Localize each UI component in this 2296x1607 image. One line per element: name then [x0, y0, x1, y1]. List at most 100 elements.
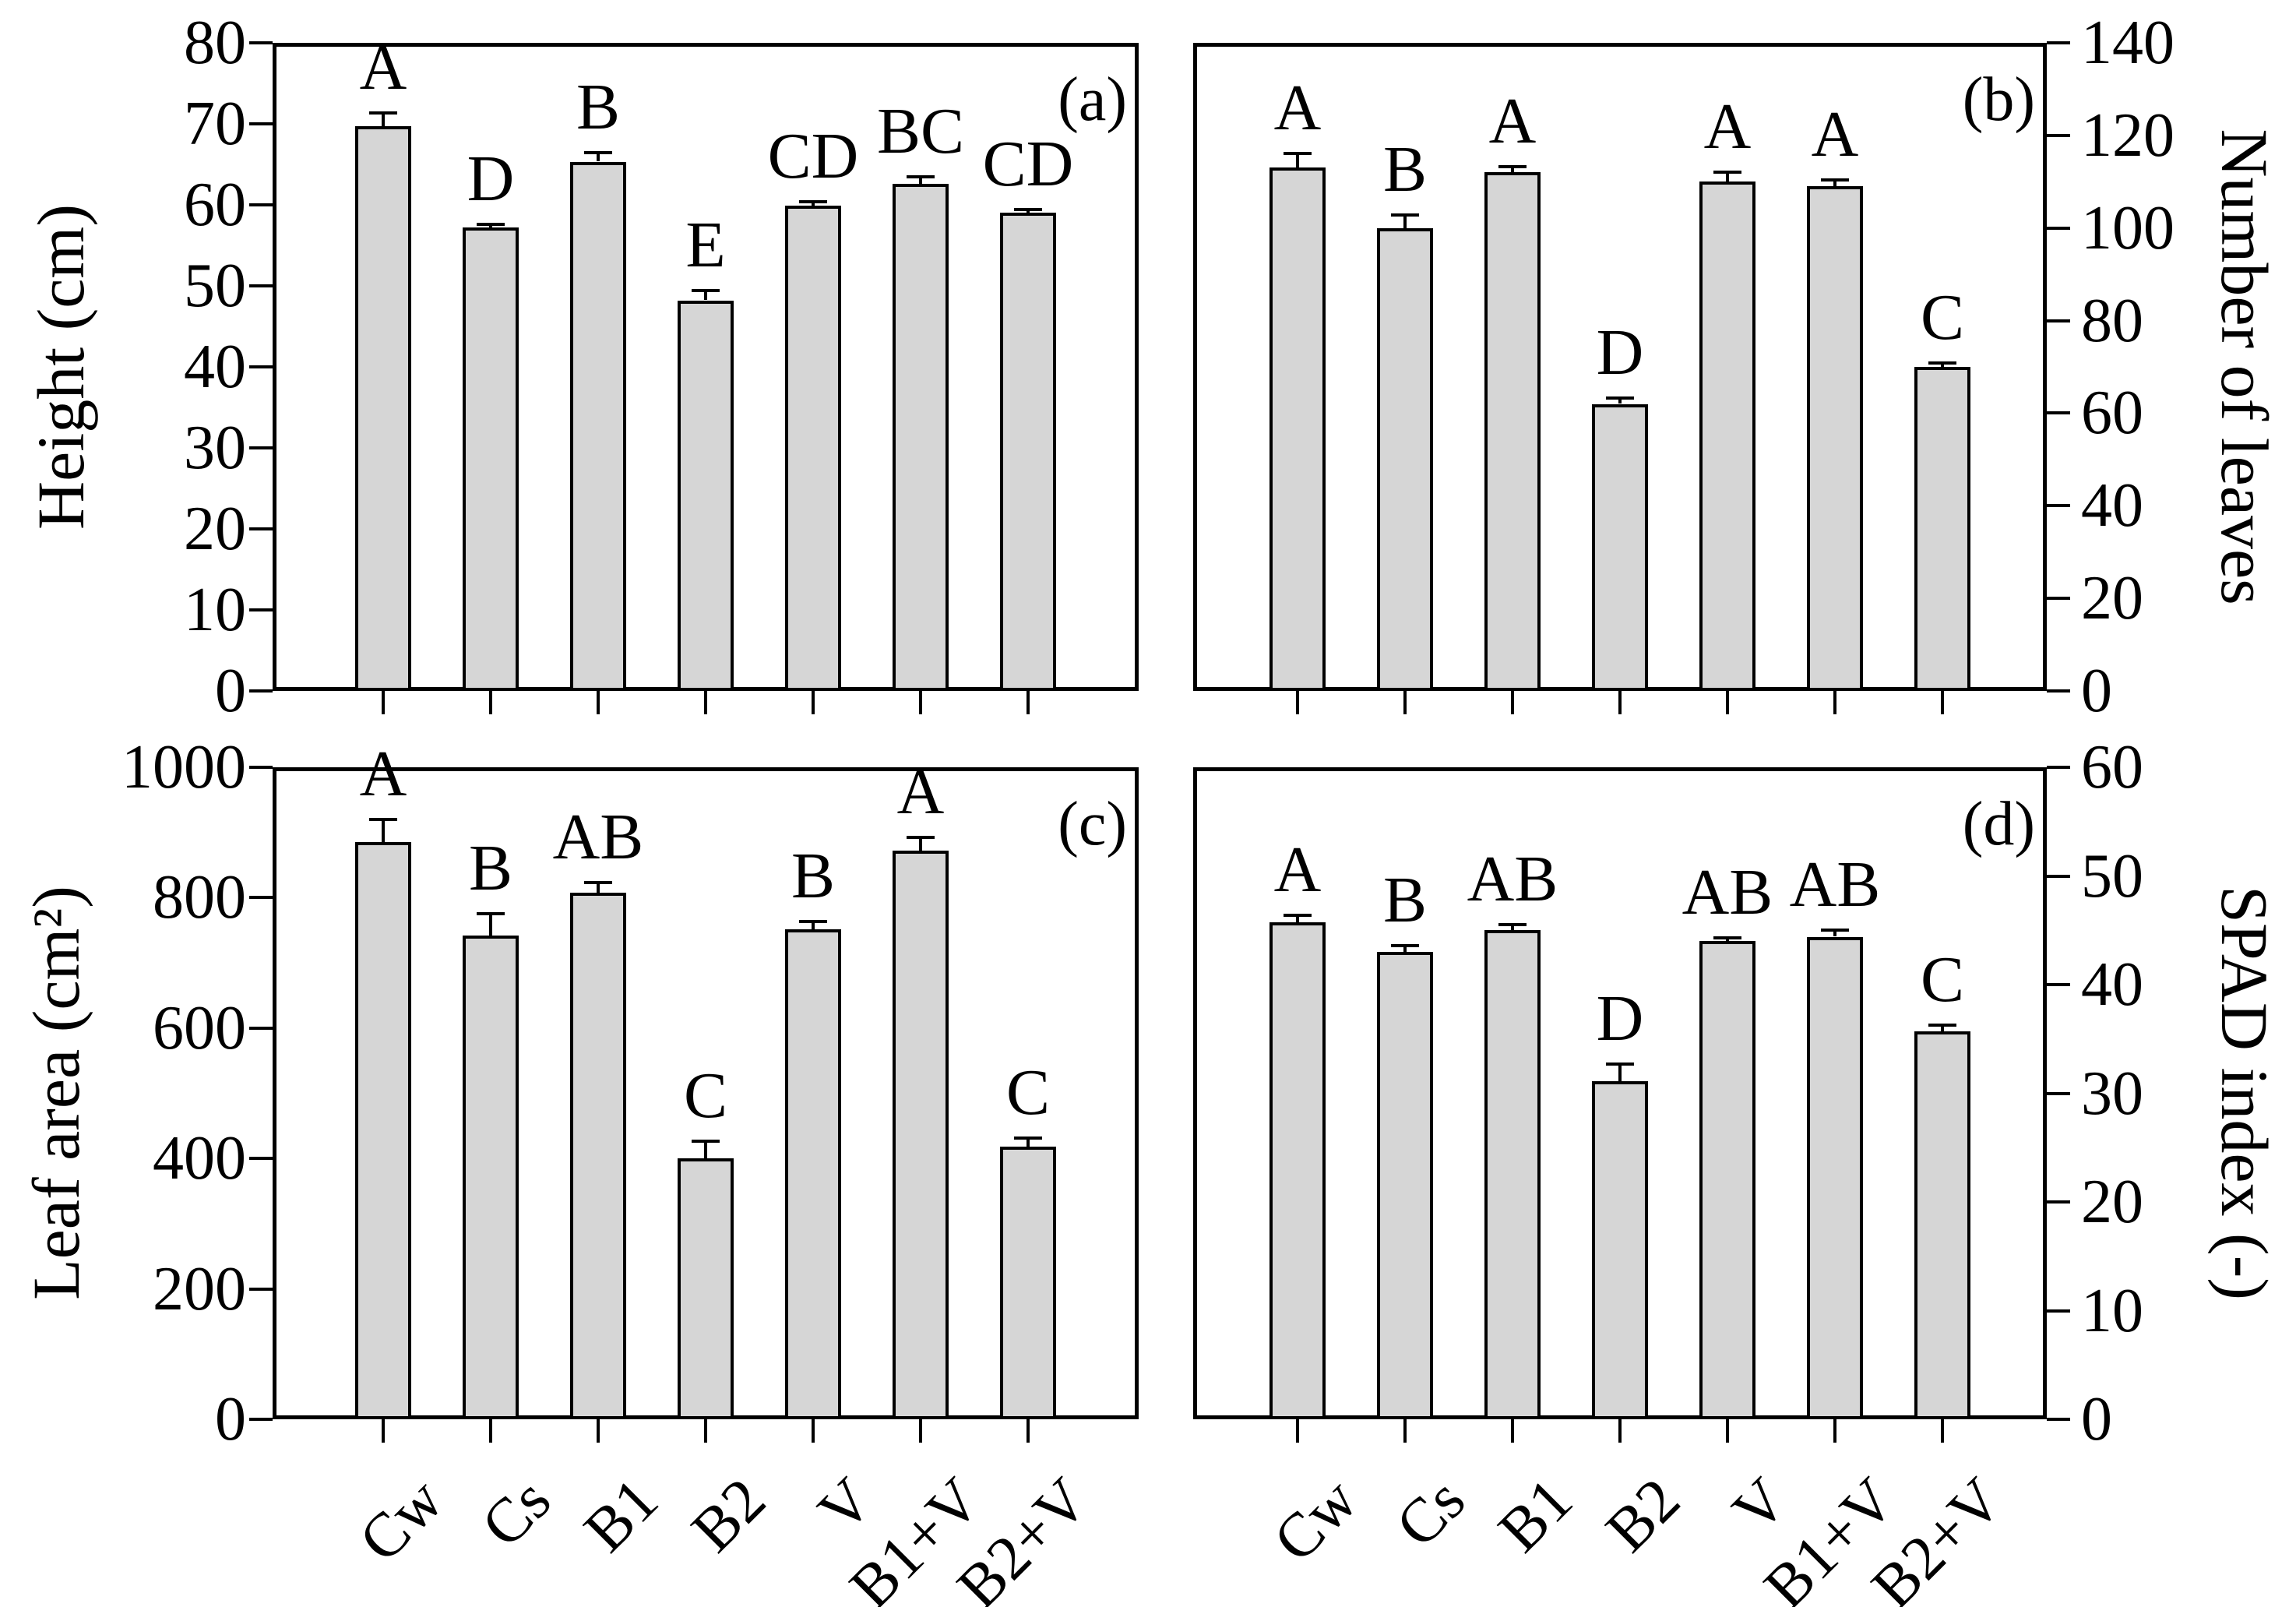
y-tick — [2047, 319, 2070, 322]
significance-letter: AB — [1682, 856, 1773, 929]
y-tick-label: 800 — [153, 863, 246, 932]
error-bar-stem — [489, 224, 492, 227]
y-tick-label: 20 — [2081, 1168, 2143, 1236]
x-tick — [704, 691, 707, 714]
x-tick — [1833, 691, 1836, 714]
x-tick — [489, 1419, 492, 1443]
error-bar-cap — [799, 920, 827, 923]
significance-letter: AB — [1467, 843, 1558, 915]
y-tick-label: 60 — [2081, 733, 2143, 802]
error-bar-cap — [1391, 944, 1419, 947]
y-tick-label: 0 — [2081, 657, 2112, 725]
bar-Cw — [1269, 167, 1326, 691]
bar-B2 — [1592, 1081, 1648, 1419]
y-tick-label: 120 — [2081, 101, 2175, 170]
significance-letter: A — [1703, 90, 1752, 163]
x-tick — [382, 691, 385, 714]
x-tick — [1403, 691, 1407, 714]
bar-B2 — [678, 1158, 734, 1419]
x-tick — [1833, 1419, 1836, 1443]
y-tick-label: 30 — [184, 414, 246, 482]
category-label-B1: B1 — [571, 1465, 671, 1566]
bar-Cs — [1377, 952, 1433, 1419]
error-bar-cap — [369, 818, 397, 821]
error-bar-stem — [1403, 946, 1407, 952]
error-bar-cap — [1821, 178, 1849, 181]
y-tick — [2047, 766, 2070, 769]
category-label-Cs: Cs — [1382, 1465, 1478, 1561]
significance-letter: D — [1596, 982, 1644, 1055]
y-tick — [249, 1027, 273, 1030]
y-tick-label: 80 — [184, 9, 246, 77]
significance-letter: A — [1273, 833, 1322, 906]
y-axis-title-leaf-area: Leaf area (cm²) — [19, 886, 93, 1300]
bar-B2+V — [1914, 367, 1970, 691]
category-label-V: V — [1720, 1465, 1801, 1546]
error-bar-stem — [1027, 1138, 1030, 1147]
y-tick-label: 40 — [184, 333, 246, 401]
error-bar-cap — [1821, 929, 1849, 932]
y-tick-label: 140 — [2081, 9, 2175, 77]
error-bar-stem — [919, 837, 922, 851]
bar-Cw — [355, 126, 411, 691]
y-tick-label: 50 — [2081, 842, 2143, 911]
category-label-B2: B2 — [1593, 1465, 1693, 1566]
error-bar-cap — [1498, 923, 1527, 926]
x-tick — [597, 1419, 600, 1443]
significance-letter: BC — [876, 95, 965, 167]
y-tick-label: 100 — [2081, 194, 2175, 263]
error-bar-cap — [1391, 213, 1419, 217]
bar-Cs — [463, 227, 519, 691]
error-bar-cap — [1284, 152, 1312, 155]
x-tick — [704, 1419, 707, 1443]
panel-tag-a: (a) — [1058, 65, 1127, 134]
significance-letter: D — [467, 143, 515, 215]
significance-letter: B — [468, 832, 513, 904]
significance-letter: C — [1920, 281, 1965, 354]
y-tick-label: 10 — [184, 576, 246, 644]
significance-letter: A — [1273, 72, 1322, 144]
error-bar-stem — [812, 202, 815, 206]
error-bar-stem — [704, 1141, 707, 1159]
error-bar-stem — [382, 113, 385, 126]
x-tick — [1941, 1419, 1944, 1443]
bar-B1 — [570, 162, 626, 691]
error-bar-stem — [1618, 398, 1622, 404]
y-tick — [2047, 227, 2070, 230]
category-label-Cs: Cs — [468, 1465, 564, 1561]
x-tick — [597, 691, 600, 714]
significance-letter: D — [1596, 316, 1644, 389]
significance-letter: C — [1005, 1056, 1051, 1129]
bar-B2 — [678, 301, 734, 691]
y-tick-label: 10 — [2081, 1277, 2143, 1345]
y-tick — [249, 284, 273, 287]
error-bar-cap — [584, 881, 612, 884]
x-tick — [1618, 1419, 1622, 1443]
x-tick — [1511, 691, 1514, 714]
error-bar-cap — [1606, 396, 1634, 400]
error-bar-cap — [1014, 208, 1042, 211]
x-tick — [1296, 1419, 1299, 1443]
error-bar-stem — [812, 922, 815, 929]
y-tick-label: 60 — [184, 171, 246, 239]
y-tick-label: 20 — [184, 495, 246, 563]
error-bar-stem — [597, 153, 600, 161]
y-tick — [249, 365, 273, 368]
x-tick — [1027, 1419, 1030, 1443]
significance-letter: B — [1382, 864, 1428, 936]
bar-V — [1699, 941, 1755, 1419]
x-tick — [1941, 691, 1944, 714]
x-tick — [1618, 691, 1622, 714]
category-label-B1: B1 — [1485, 1465, 1586, 1566]
panel-tag-d: (d) — [1962, 790, 2035, 858]
error-bar-stem — [1403, 215, 1407, 228]
y-tick — [2047, 41, 2070, 44]
y-tick — [249, 203, 273, 206]
bar-B2+V — [1000, 213, 1056, 691]
error-bar-stem — [382, 819, 385, 842]
error-bar-cap — [1713, 171, 1741, 174]
y-tick-label: 40 — [2081, 950, 2143, 1019]
error-bar-cap — [1713, 936, 1741, 939]
error-bar-cap — [1928, 361, 1956, 365]
significance-letter: AB — [1789, 848, 1881, 921]
